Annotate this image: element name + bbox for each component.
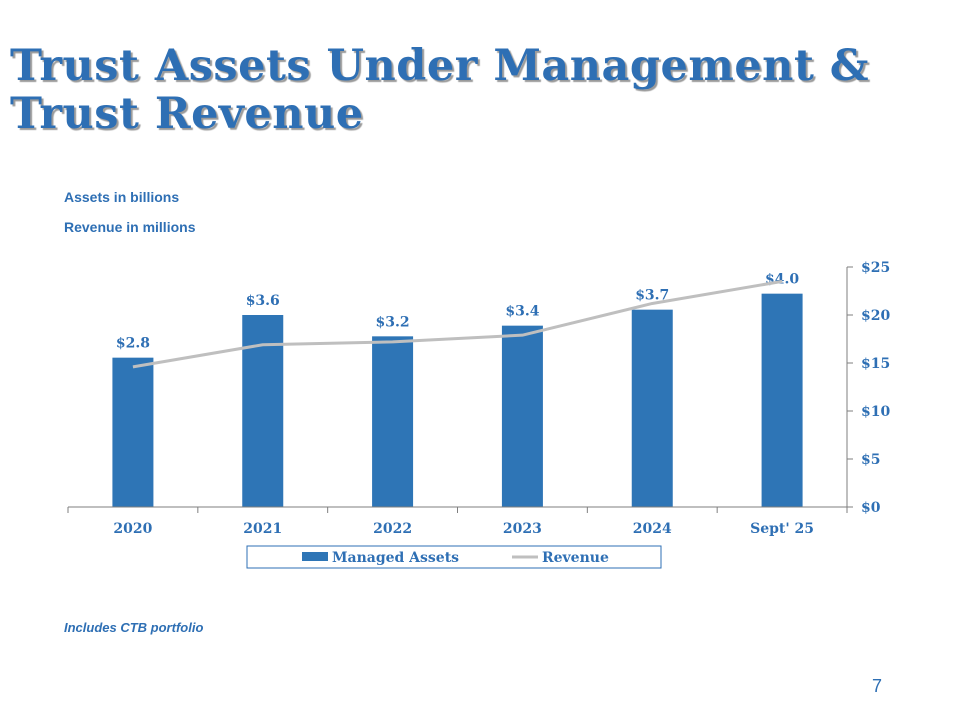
revenue-line: [132, 279, 783, 369]
right-tick-label-1: $5: [861, 452, 880, 468]
bar-data-label-5: $4.0: [765, 272, 799, 288]
page-title-line-2: Trust Revenue: [10, 89, 364, 139]
bar-data-label-2: $3.2: [376, 314, 410, 330]
footnote: Includes CTB portfolio: [64, 620, 204, 635]
x-tick-label-4: 2024: [633, 521, 672, 537]
legend-box: [246, 545, 662, 569]
page-number: 7: [872, 676, 883, 696]
legend-label-revenue: Revenue: [542, 550, 609, 566]
right-tick-label-0: $0: [861, 500, 881, 516]
page-title-line-1: Trust Assets Under Management &: [10, 41, 870, 91]
right-tick-label-5: $25: [861, 260, 890, 276]
bar-managed-assets-2: [372, 336, 414, 507]
x-tick-label-2: 2022: [373, 521, 412, 537]
bar-managed-assets-3: [501, 325, 543, 507]
right-tick-label-2: $10: [861, 404, 890, 420]
bar-data-label-0: $2.8: [116, 336, 150, 352]
x-tick-label-5: Sept' 25: [750, 521, 814, 537]
revenue-unit-note: Revenue in millions: [64, 219, 196, 235]
x-tick-label-3: 2023: [503, 521, 542, 537]
right-tick-label-4: $20: [861, 308, 890, 324]
bar-managed-assets-5: [761, 293, 803, 507]
bar-managed-assets-0: [112, 357, 154, 507]
x-tick-label-1: 2021: [243, 521, 282, 537]
page-title: Trust Assets Under Management & Trust Re…: [10, 42, 940, 138]
bar-data-label-3: $3.4: [505, 304, 539, 320]
x-tick-label-0: 2020: [113, 521, 152, 537]
bar-data-label-4: $3.7: [635, 288, 669, 304]
bar-data-label-1: $3.6: [246, 293, 280, 309]
bar-managed-assets-4: [631, 309, 673, 507]
legend-swatch-managed-assets: [302, 552, 328, 561]
legend-label-managed-assets: Managed Assets: [332, 550, 459, 566]
assets-unit-note: Assets in billions: [64, 189, 180, 205]
right-tick-label-3: $15: [861, 356, 890, 372]
